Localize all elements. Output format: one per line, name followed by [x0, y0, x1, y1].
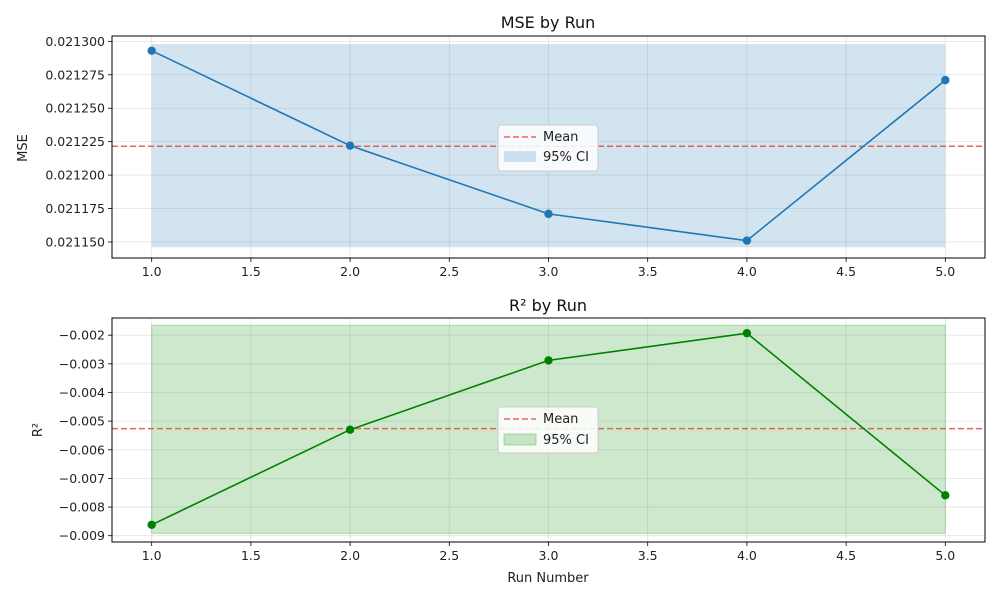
r2-panel: R² by Run 1.0 1.5 2.0 2.5 3.0 3.5 4.0 4.5 5.0 −0…: [31, 296, 986, 586]
mse-y-axis-label: MSE: [16, 134, 31, 162]
r2-legend-ci-swatch: [503, 433, 537, 446]
r2-y-tick-label-3: −0.006: [59, 442, 105, 457]
mse-point-run-5: [941, 75, 950, 85]
mse-x-tick-label-7: 4.5: [836, 264, 856, 279]
r2-title: R² by Run: [509, 296, 587, 315]
r2-legend-ci-label: 95% CI: [543, 433, 589, 448]
r2-x-tick-label-4: 3.0: [539, 548, 559, 563]
mse-y-tick-label-6: 0.021300: [45, 34, 105, 49]
r2-point-run-3: [544, 356, 553, 365]
mse-y-tick-label-2: 0.021200: [45, 168, 105, 183]
r2-x-tick-label-8: 5.0: [935, 548, 955, 563]
r2-x-axis-label: Run Number: [507, 571, 589, 586]
mse-y-tick-label-1: 0.021175: [45, 201, 105, 216]
mse-point-run-2: [345, 141, 355, 150]
r2-x-tick-label-1: 1.5: [241, 548, 261, 563]
r2-y-tick-label-0: −0.009: [59, 528, 105, 543]
r2-point-run-5: [941, 491, 950, 500]
r2-y-tick-label-7: −0.002: [59, 328, 105, 343]
mse-y-tick-label-5: 0.021275: [45, 67, 105, 82]
r2-series-layer: [147, 328, 950, 530]
mse-x-tick-label-5: 3.5: [638, 264, 658, 279]
r2-x-tick-label-7: 4.5: [836, 548, 856, 563]
r2-x-ticks: 1.0 1.5 2.0 2.5 3.0 3.5 4.0 4.5 5.0: [142, 542, 955, 563]
r2-legend-mean-label: Mean: [543, 412, 578, 427]
r2-x-tick-label-0: 1.0: [142, 548, 162, 563]
mse-x-tick-label-2: 2.0: [340, 264, 360, 279]
mse-point-run-3: [544, 209, 553, 219]
mse-x-tick-label-6: 4.0: [737, 264, 757, 279]
r2-x-tick-label-5: 3.5: [638, 548, 658, 563]
mse-y-tick-label-3: 0.021225: [45, 134, 105, 149]
r2-legend: Mean 95% CI: [497, 406, 599, 454]
mse-x-tick-label-4: 3.0: [539, 264, 559, 279]
mse-legend-mean-label: Mean: [543, 130, 578, 145]
mse-x-tick-label-0: 1.0: [142, 264, 162, 279]
r2-y-tick-label-4: −0.005: [59, 414, 105, 429]
mse-point-run-1: [147, 46, 156, 55]
r2-y-tick-label-1: −0.008: [59, 500, 105, 515]
mse-series-layer: [147, 46, 950, 245]
mse-legend-ci-swatch: [504, 151, 536, 162]
mse-y-ticks: 0.021150 0.021175 0.021200 0.021225 0.021250…: [45, 34, 112, 249]
r2-y-tick-label-6: −0.003: [59, 356, 105, 371]
mse-x-tick-label-1: 1.5: [241, 264, 261, 279]
mse-title: MSE by Run: [501, 13, 596, 32]
mse-y-tick-label-4: 0.021250: [45, 101, 105, 116]
mse-y-tick-label-0: 0.021150: [45, 234, 105, 249]
r2-y-axis-label: R²: [31, 423, 46, 437]
mse-point-run-4: [742, 236, 752, 245]
r2-y-tick-label-2: −0.007: [59, 471, 105, 486]
mse-legend-ci-label: 95% CI: [543, 150, 589, 165]
mse-panel: MSE by Run 1.0 1.5 2.0 2.5 3.0 3.5 4.0 4.5 5.0 0…: [16, 13, 986, 279]
mse-legend: Mean 95% CI: [497, 124, 599, 172]
r2-x-tick-label-2: 2.0: [340, 548, 360, 563]
r2-y-ticks: −0.009 −0.008 −0.007 −0.006 −0.005 −0.004 −0.0…: [59, 328, 112, 543]
mse-x-ticks: 1.0 1.5 2.0 2.5 3.0 3.5 4.0 4.5 5.0: [142, 258, 955, 279]
r2-point-run-1: [147, 520, 156, 530]
r2-x-tick-label-6: 4.0: [737, 548, 757, 563]
mse-x-tick-label-8: 5.0: [935, 264, 955, 279]
r2-point-run-2: [345, 425, 355, 434]
r2-y-tick-label-5: −0.004: [59, 385, 105, 400]
r2-x-tick-label-3: 2.5: [439, 548, 459, 563]
mse-x-tick-label-3: 2.5: [439, 264, 459, 279]
r2-point-run-4: [742, 328, 752, 338]
